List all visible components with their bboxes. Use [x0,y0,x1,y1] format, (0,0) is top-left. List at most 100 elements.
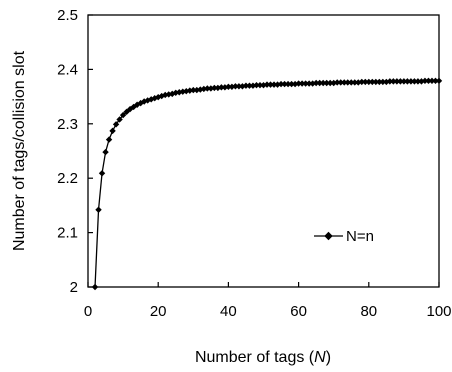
data-point-marker [428,77,436,85]
y-axis-ticks: 2 2.1 2.2 2.3 2.4 2.5 [57,7,93,296]
x-axis-title: Number of tags (N) [195,349,331,366]
x-tick-label: 80 [360,303,377,320]
x-axis-title-variable: N [314,349,326,366]
data-point-marker [232,83,239,90]
data-point-marker [249,82,257,89]
data-point-marker [386,78,394,85]
data-point-marker [91,283,99,291]
data-point-marker [305,80,313,87]
data-point-marker [242,82,250,89]
legend-label: N=n [346,228,374,245]
data-point-marker [414,78,422,85]
data-point-marker [225,83,232,91]
x-tick-label: 60 [290,303,307,320]
x-axis-title-suffix: ) [326,349,331,366]
data-point-marker [358,78,365,86]
data-point-marker [421,77,429,85]
y-axis-title: Number of tags/collision slot [11,50,28,251]
legend: N=n [314,228,374,245]
data-point-marker [355,79,362,86]
data-point-marker [393,78,401,85]
y-tick-label: 2.5 [57,7,78,24]
data-point-marker [379,78,387,86]
data-point-marker [119,111,127,119]
data-point-marker [390,78,397,85]
data-point-marker [319,79,327,87]
data-point-marker [235,83,243,90]
data-point-marker [334,79,341,86]
data-point-marker [284,80,292,88]
data-point-marker [183,87,190,95]
data-point-marker [239,83,246,90]
y-tick-label: 2 [70,279,78,296]
data-point-marker [372,78,380,86]
data-point-marker [98,170,106,177]
data-point-marker [326,79,334,87]
data-point-marker [432,77,439,85]
data-point-marker [105,136,113,143]
data-point-marker [351,79,358,86]
data-point-marker [435,77,443,85]
data-point-marker [277,80,285,88]
data-point-marker [288,80,295,88]
data-point-marker [176,89,183,96]
data-point-marker [228,83,236,91]
y-tick-label: 2.1 [57,225,78,242]
data-point-marker [344,79,351,86]
y-tick-label: 2.3 [57,116,78,133]
data-point-marker [348,79,355,86]
series-layer [91,77,443,291]
x-axis-ticks: 0 20 40 60 80 100 [84,282,452,320]
data-point-marker [151,95,158,102]
data-point-marker [102,148,109,156]
x-tick-label: 20 [150,303,167,320]
data-point-marker [407,78,415,85]
legend-marker-diamond [324,231,333,241]
data-point-marker [323,79,330,87]
x-tick-label: 40 [220,303,237,320]
plot-area [87,14,440,288]
data-point-marker [246,82,253,89]
data-point-marker [369,78,376,86]
data-point-marker [256,81,264,89]
data-point-marker [362,78,369,86]
x-tick-label: 100 [426,303,451,320]
data-point-marker [190,86,197,94]
data-point-marker [302,80,309,87]
x-tick-label: 0 [84,303,92,320]
y-tick-label: 2.4 [57,61,78,78]
data-point-marker [267,81,274,88]
data-point-marker [425,77,432,85]
data-point-marker [260,81,267,89]
data-point-marker [337,79,344,86]
data-point-marker [211,84,218,92]
data-point-marker [162,91,169,99]
y-tick-label: 2.2 [57,170,78,187]
data-point-marker [116,116,123,123]
data-point-marker [341,79,348,86]
data-point-marker [193,86,201,94]
data-point-marker [295,80,302,87]
data-point-marker [397,78,404,85]
x-axis-title-prefix: Number of tags ( [195,349,315,366]
data-point-marker [312,79,320,87]
data-point-marker [109,127,116,135]
data-point-marker [253,81,260,89]
data-point-marker [404,78,411,85]
data-point-marker [316,79,323,87]
data-point-marker [281,80,288,88]
data-point-marker [218,84,225,91]
data-point-marker [263,81,271,88]
data-point-marker [95,206,102,213]
data-point-marker [214,84,222,92]
data-point-marker [270,81,278,88]
data-point-marker [112,121,120,128]
data-point-marker [376,78,383,86]
data-point-marker [172,89,179,96]
data-point-marker [140,98,148,105]
data-point-marker [365,78,372,86]
data-point-marker [298,80,306,87]
data-point-marker [411,78,418,85]
data-point-marker [204,85,211,92]
